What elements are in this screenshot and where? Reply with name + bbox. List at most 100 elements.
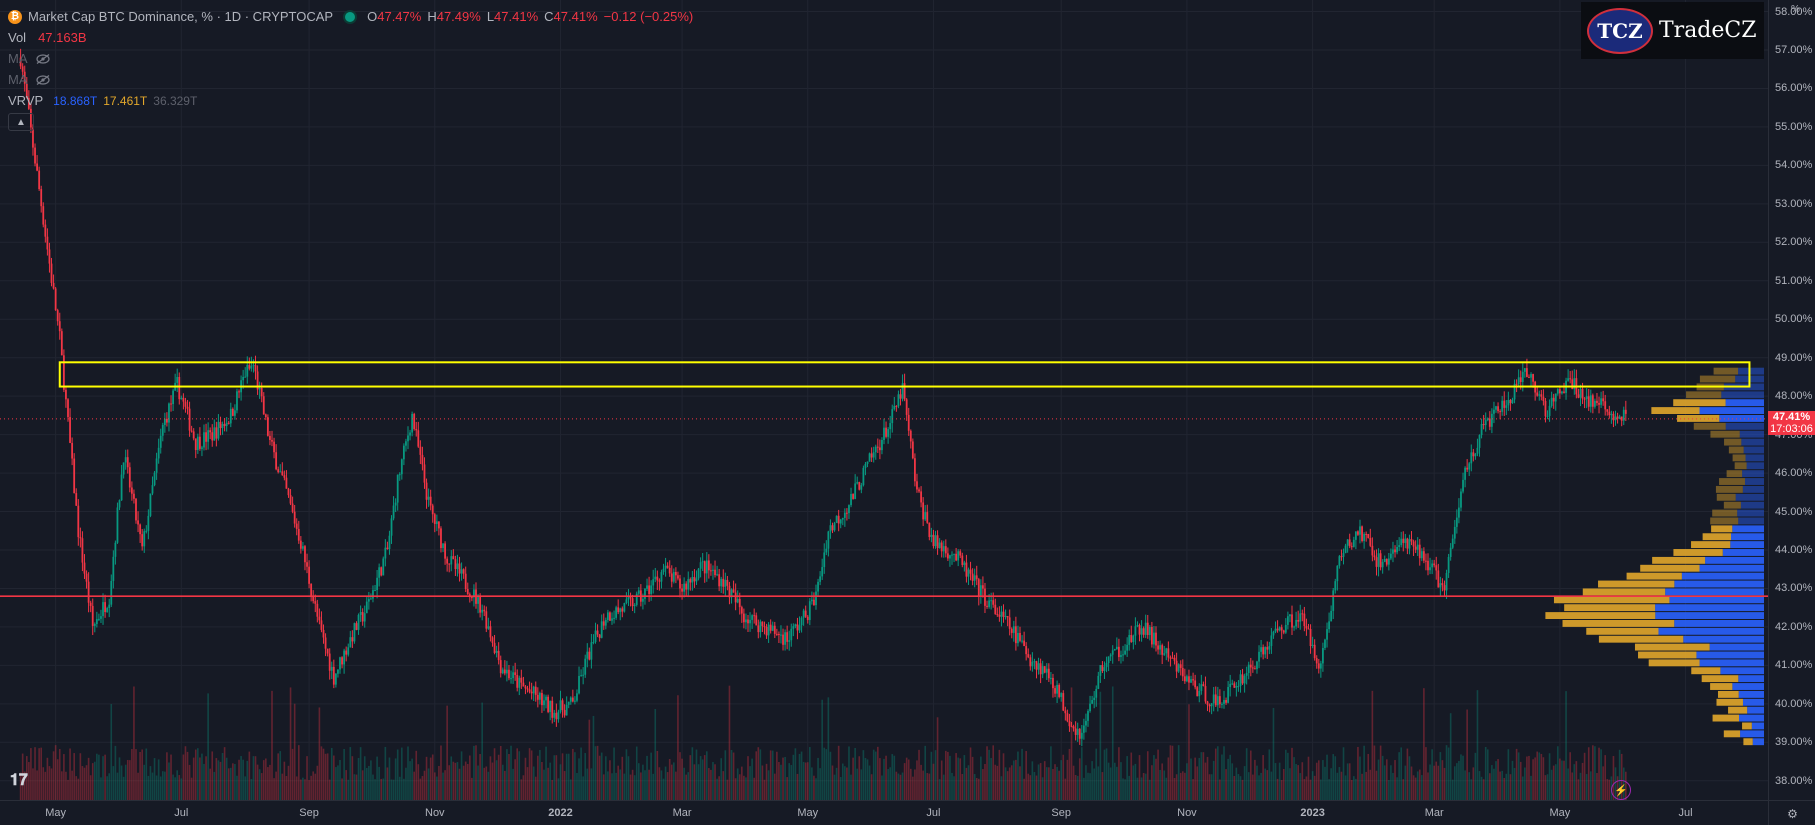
price-chart[interactable] — [0, 0, 1768, 800]
candle-body — [431, 505, 434, 515]
volume-bar — [1212, 760, 1215, 800]
volume-bar — [1406, 748, 1409, 800]
vol-row[interactable]: Vol 47.163B — [8, 27, 693, 48]
candle-body — [1012, 626, 1015, 633]
volume-bar — [89, 775, 92, 800]
volume-bar — [320, 746, 323, 800]
volume-profile — [1545, 367, 1764, 746]
candle-body — [25, 83, 28, 98]
candle-body — [648, 585, 650, 594]
candle-body — [1598, 402, 1600, 405]
candle-body — [293, 511, 296, 524]
gear-icon[interactable]: ⚙ — [1768, 800, 1815, 825]
volume-bar — [182, 754, 185, 800]
candle-body — [1538, 394, 1541, 396]
candle-body — [489, 626, 492, 638]
candle-body — [485, 611, 488, 629]
volume-bar — [36, 770, 38, 800]
x-tick-label: Mar — [1424, 807, 1444, 819]
candle-body — [790, 628, 793, 641]
lightning-icon[interactable]: ⚡ — [1611, 780, 1631, 800]
price-axis[interactable]: % 58.00% 57.00% 56.00% 55.00% 54.00% 53.00% 52… — [1768, 0, 1815, 800]
volume-bar — [126, 759, 129, 800]
candle-body — [1181, 667, 1184, 677]
volume-bar — [69, 748, 71, 800]
candle-body — [1078, 728, 1081, 739]
tradingview-logo[interactable]: 𝟏𝟕 — [10, 772, 28, 789]
ma-row-1[interactable]: MA — [8, 48, 693, 69]
candle-body — [1091, 700, 1094, 704]
volume-bar — [1480, 776, 1483, 800]
volume-bar — [1585, 774, 1588, 800]
candle-body — [1624, 409, 1627, 414]
candle-body — [1437, 570, 1440, 588]
volume-bar — [1486, 749, 1489, 800]
candle-body — [380, 567, 383, 576]
candle-body — [1303, 613, 1306, 627]
volume-bar — [631, 769, 634, 800]
volume-bar — [147, 775, 150, 800]
volume-bar — [664, 766, 667, 800]
volume-bar — [889, 767, 891, 800]
vp-bar-up — [1747, 706, 1764, 714]
candle-body — [866, 461, 869, 464]
candle-body — [341, 657, 343, 665]
candle-body — [926, 512, 929, 523]
ohlc-h-value: 47.49% — [436, 9, 481, 24]
candle-body — [856, 482, 859, 484]
volume-bar — [1239, 776, 1242, 800]
candle-body — [584, 658, 587, 675]
candle-body — [1398, 545, 1401, 547]
candle-body — [1000, 611, 1003, 617]
symbol-name[interactable]: Market Cap BTC Dominance, % · 1D · CRYPT… — [28, 9, 334, 24]
candle-body — [438, 521, 440, 529]
candle-body — [555, 712, 558, 720]
volume-bar — [464, 761, 467, 800]
volume-bar — [217, 760, 220, 800]
symbol-row[interactable]: ₿ Market Cap BTC Dominance, % · 1D · CRY… — [8, 6, 693, 27]
volume-bar — [421, 776, 424, 800]
y-tick-label: 45.00% — [1775, 505, 1813, 518]
volume-bar — [833, 774, 836, 800]
candle-body — [697, 568, 700, 579]
time-axis[interactable]: May Jul Sep Nov 2022 Mar May Jul Sep Nov 2023 Mar Ma… — [0, 800, 1768, 825]
eye-hidden-icon[interactable] — [35, 74, 50, 85]
volume-bar — [1598, 747, 1600, 800]
volume-bar — [990, 758, 992, 800]
candle-body — [909, 430, 912, 442]
volume-bar — [971, 756, 974, 800]
candle-body — [407, 435, 409, 442]
volume-bar — [1328, 779, 1330, 800]
candle-body — [320, 620, 323, 630]
volume-bar — [1087, 772, 1089, 800]
candle-body — [596, 630, 599, 635]
candle-body — [685, 583, 688, 590]
candle-body — [1202, 684, 1205, 686]
candle-body — [850, 494, 852, 506]
volume-bar — [178, 775, 181, 800]
vp-bar-down — [1545, 612, 1656, 619]
volume-bar — [1048, 767, 1050, 800]
volume-bar — [1342, 747, 1345, 800]
candle-body — [576, 693, 578, 701]
candle-body — [571, 697, 574, 702]
eye-hidden-icon[interactable] — [35, 53, 50, 64]
candle-body — [1604, 401, 1607, 410]
candle-body — [740, 607, 743, 614]
volume-bar — [1225, 769, 1227, 800]
volume-bar — [506, 749, 508, 800]
candle-body — [975, 575, 978, 580]
candle-body — [1027, 654, 1030, 658]
candle-body — [1468, 463, 1471, 470]
candle-body — [186, 406, 189, 409]
volume-bar — [930, 751, 933, 800]
ma-row-2[interactable]: MA — [8, 69, 693, 90]
volume-bar — [1336, 772, 1339, 800]
y-tick-label: 57.00% — [1775, 44, 1813, 56]
volume-bar — [975, 778, 978, 800]
vrvp-row[interactable]: VRVP 18.868T 17.461T 36.329T — [8, 90, 693, 111]
volume-bar — [444, 770, 446, 800]
chevron-up-icon[interactable]: ▲ — [8, 113, 34, 131]
volume-bar — [108, 773, 111, 800]
candle-body — [876, 446, 879, 448]
